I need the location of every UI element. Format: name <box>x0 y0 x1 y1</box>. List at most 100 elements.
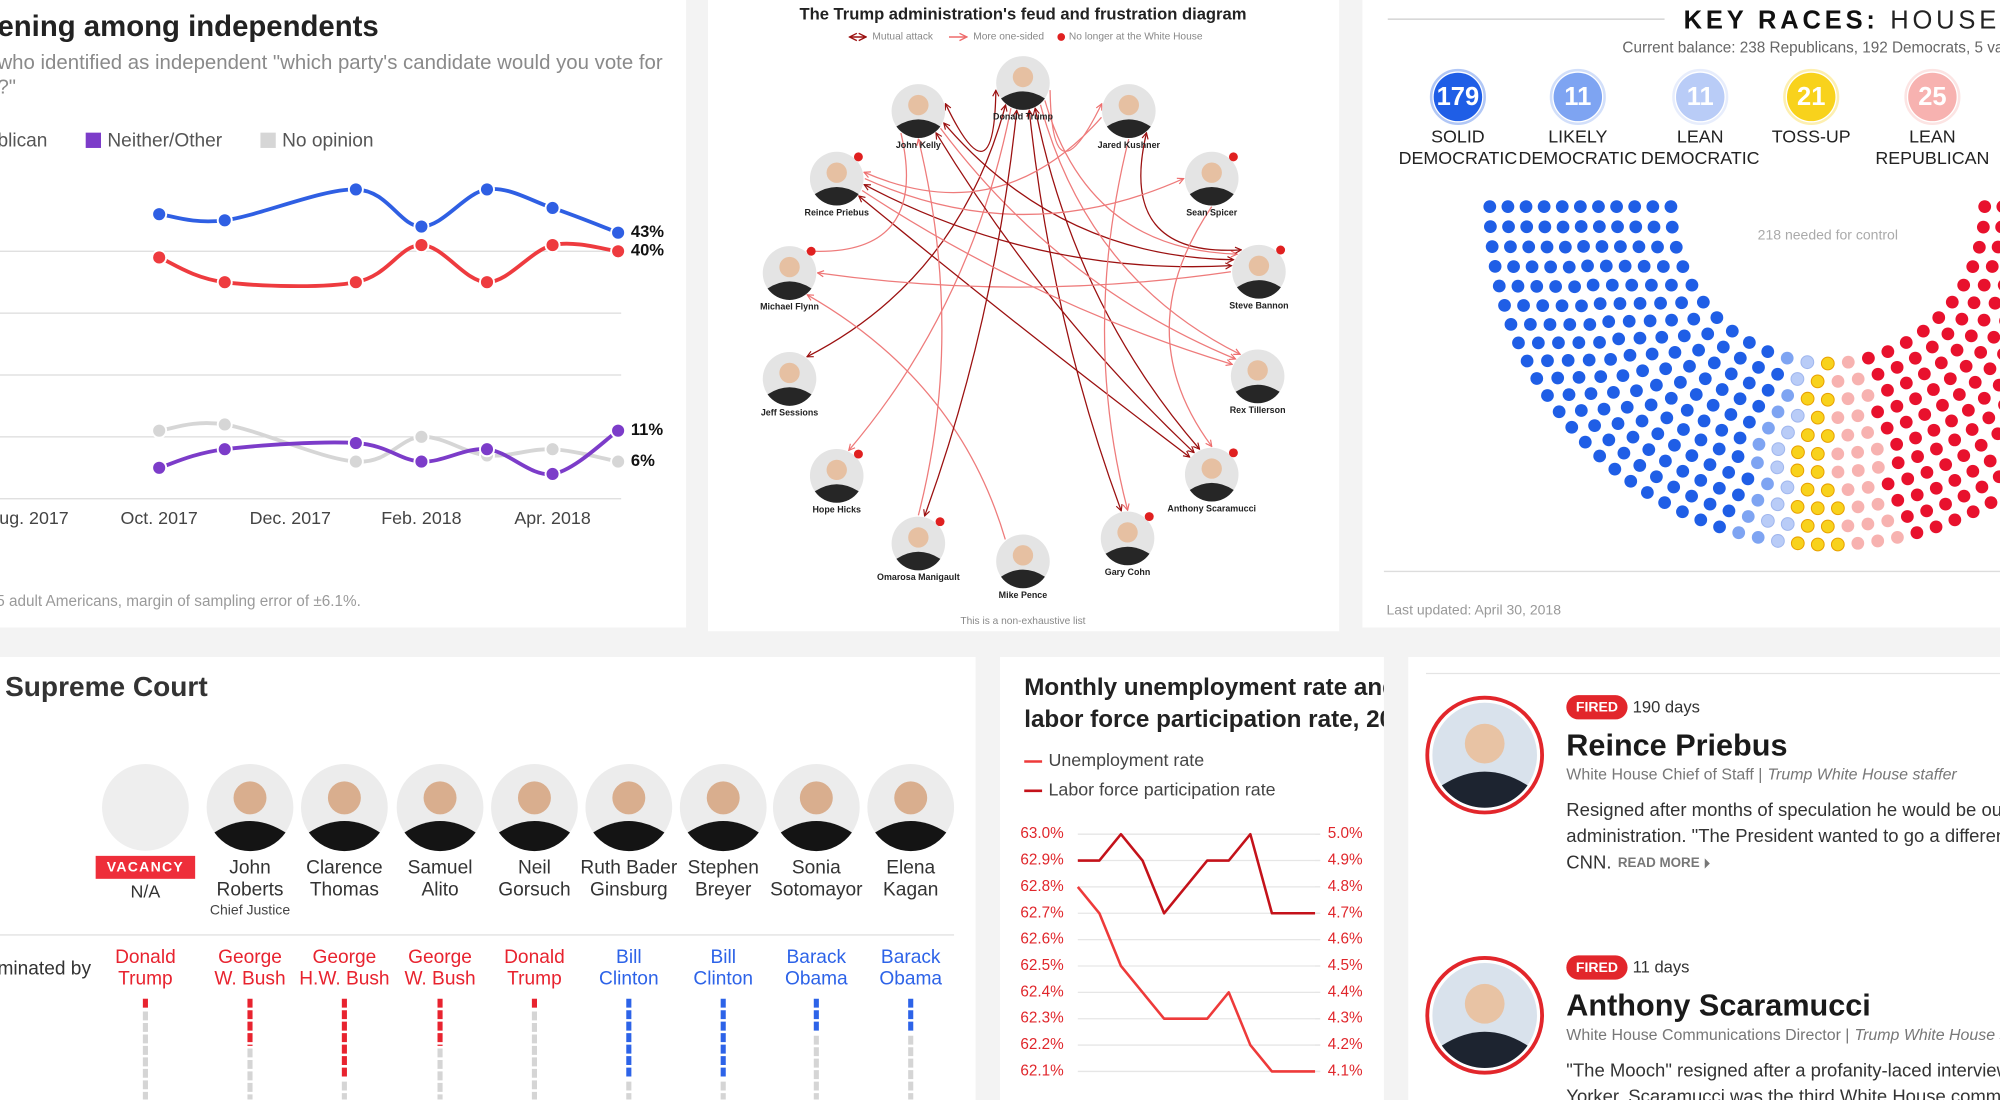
seat <box>1851 445 1865 459</box>
panel-title: Supreme Court <box>5 671 208 702</box>
badge <box>1566 955 1628 980</box>
seat <box>1771 442 1786 456</box>
departed-dot <box>1228 152 1238 162</box>
seat <box>1597 402 1611 416</box>
y2-tick-label: 4.8% <box>1328 878 1363 895</box>
seat <box>1650 378 1663 392</box>
seat <box>1974 346 1988 359</box>
y-tick-label: 62.8% <box>1020 878 1064 895</box>
seat <box>1602 315 1616 329</box>
avatar-body <box>1235 384 1280 404</box>
seat <box>1987 330 2000 344</box>
seat <box>1531 336 1545 350</box>
seat <box>1605 278 1619 292</box>
seat <box>1568 280 1581 294</box>
seat <box>1696 295 1710 309</box>
data-point <box>347 453 364 470</box>
legend-swatch <box>260 132 276 148</box>
seat <box>1713 520 1726 534</box>
seat <box>1667 480 1681 494</box>
panel-staff: FIRED 190 days Reince Priebus White House C… <box>1408 656 2000 1100</box>
nominator: Clinton <box>599 969 659 990</box>
seat <box>1966 260 1980 274</box>
seat <box>1841 428 1855 442</box>
node-label: John Kelly <box>896 140 941 150</box>
seat <box>1650 470 1663 484</box>
seat <box>1645 347 1659 361</box>
seat <box>1800 519 1815 533</box>
read-more-arrow <box>1704 858 1710 869</box>
avatar-body <box>1105 546 1150 566</box>
chart-subtitle: ?" <box>0 76 16 98</box>
seat <box>1901 472 1915 486</box>
y2-tick-label: 4.5% <box>1328 957 1363 974</box>
seat <box>1507 260 1520 273</box>
seat <box>1820 519 1835 534</box>
category-label: LEAN <box>1909 126 1956 146</box>
seat <box>1731 450 1745 463</box>
avatar-head <box>1464 723 1505 764</box>
seat <box>1925 340 1939 354</box>
seat <box>1899 415 1913 429</box>
seat <box>1964 329 1978 343</box>
avatar-body <box>896 551 941 571</box>
seat <box>1810 501 1825 516</box>
nominator: George <box>218 947 282 968</box>
seat <box>1751 531 1765 544</box>
seat <box>1541 354 1554 368</box>
read-more[interactable]: READ MORE <box>1618 855 1700 870</box>
seat <box>1936 398 1949 412</box>
seat <box>1630 384 1643 398</box>
seat-group <box>1862 200 2000 540</box>
seat <box>1522 240 1536 254</box>
y2-tick-label: 5.0% <box>1328 825 1363 842</box>
seat <box>1997 280 2000 290</box>
seat <box>1525 260 1539 274</box>
seat <box>1520 354 1534 368</box>
y-tick-label: 62.5% <box>1020 957 1064 974</box>
avatar-head <box>612 781 646 815</box>
seat <box>1483 200 1497 214</box>
justice-name: Kagan <box>883 879 938 900</box>
badge <box>1553 72 1603 122</box>
seat <box>1939 458 1953 472</box>
seat <box>1722 504 1736 518</box>
node-label: Jeff Sessions <box>761 408 818 418</box>
y-tick-label: 62.6% <box>1020 931 1064 948</box>
y2-tick-label: 4.2% <box>1328 1036 1363 1053</box>
seat <box>1498 298 1511 312</box>
seat <box>1927 383 1940 396</box>
node-label: Gary Cohn <box>1105 567 1151 577</box>
data-point <box>544 441 561 458</box>
seat <box>1573 200 1587 214</box>
legend-label: Labor force participation rate <box>1048 780 1275 800</box>
seat <box>1664 391 1678 405</box>
data-point <box>151 249 168 266</box>
seat <box>1977 391 1991 405</box>
avatar-body <box>1189 482 1234 502</box>
seat <box>1628 200 1642 214</box>
seat <box>1862 351 1875 365</box>
category-label: SOLID <box>1431 126 1485 146</box>
badge-text: FIRED <box>1576 699 1618 715</box>
seat <box>1676 505 1689 519</box>
seat <box>1502 220 1515 234</box>
seat <box>1966 464 1980 478</box>
chart-title: ening among independents <box>0 10 379 43</box>
justice-name: Elena <box>886 858 935 879</box>
seat <box>1771 534 1785 548</box>
seat <box>1685 278 1699 292</box>
seat <box>1523 318 1537 331</box>
staff-text: "The Mooch" resigned after a profanity-l… <box>1566 1059 2000 1080</box>
nominator: Obama <box>785 969 848 990</box>
staff-group: Trump White House staffer <box>1768 767 1958 784</box>
data-point <box>216 441 233 458</box>
badge <box>1566 695 1628 720</box>
badge-value: 21 <box>1797 83 1825 111</box>
avatar-body <box>814 187 859 206</box>
seat <box>1707 356 1721 370</box>
avatar-head <box>908 527 929 548</box>
seat <box>1917 367 1931 381</box>
seat <box>1520 220 1534 234</box>
seat <box>1781 389 1795 402</box>
